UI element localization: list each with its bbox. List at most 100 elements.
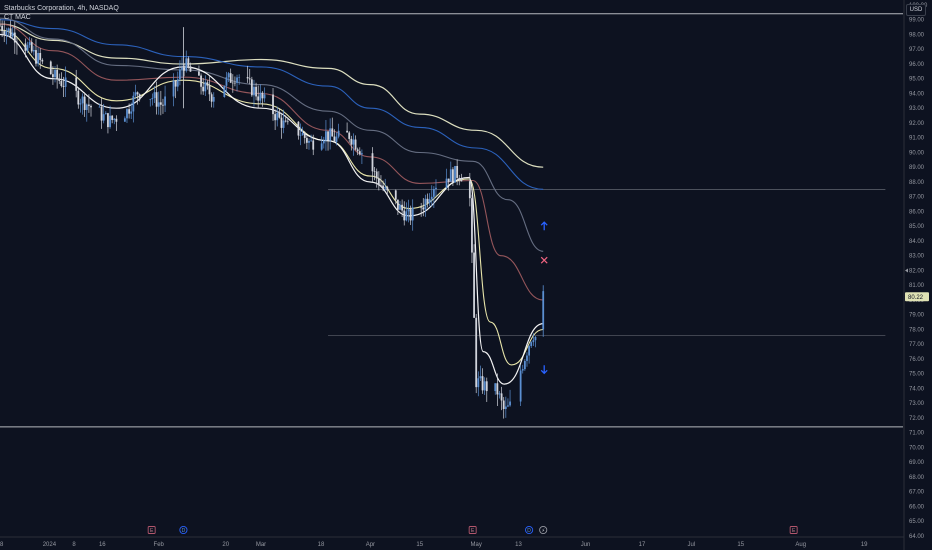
candle-body bbox=[77, 90, 80, 105]
candle-body bbox=[322, 140, 325, 144]
candle-body bbox=[39, 53, 42, 60]
candle-body bbox=[204, 82, 207, 92]
candle-body bbox=[172, 80, 175, 97]
candle-body bbox=[130, 111, 133, 114]
candle-body bbox=[162, 104, 164, 106]
moving-average-line-fast bbox=[0, 33, 544, 385]
candles-group bbox=[0, 18, 545, 419]
x-tick-label: Feb bbox=[154, 542, 165, 548]
y-tick-label: 72.00 bbox=[909, 416, 925, 422]
currency-button[interactable]: USD bbox=[906, 4, 926, 16]
candle-body bbox=[100, 106, 103, 121]
y-tick-label: 74.00 bbox=[909, 386, 925, 392]
candle-body bbox=[259, 92, 262, 101]
candle-body bbox=[255, 86, 257, 97]
candle-body bbox=[187, 58, 190, 67]
y-tick-label: 86.00 bbox=[909, 209, 925, 215]
candle-body bbox=[460, 179, 463, 182]
candle-body bbox=[407, 209, 410, 212]
candle-body bbox=[394, 190, 397, 200]
candle-body bbox=[458, 177, 461, 180]
y-tick-label: 90.00 bbox=[909, 150, 925, 156]
candle-body bbox=[447, 178, 450, 182]
candle-body bbox=[405, 211, 408, 221]
candle-body bbox=[75, 77, 78, 91]
candle-body bbox=[200, 75, 202, 87]
candle-body bbox=[134, 92, 137, 96]
candle-body bbox=[422, 207, 425, 210]
x-tick-label: 2024 bbox=[43, 542, 57, 548]
chart-legend: Starbucks Corporation, 4h, NASDAQ CT MAC bbox=[4, 4, 119, 22]
candle-body bbox=[477, 378, 480, 388]
candle-body bbox=[85, 104, 88, 111]
candle-body bbox=[399, 204, 401, 210]
candle-body bbox=[64, 77, 67, 87]
candle-body bbox=[532, 340, 535, 343]
candle-body bbox=[479, 376, 482, 379]
earnings-event-icon bbox=[789, 526, 798, 534]
candle-body bbox=[530, 342, 533, 347]
x-tick-label: Jun bbox=[581, 542, 591, 548]
y-tick-label: 91.00 bbox=[909, 136, 925, 142]
candle-body bbox=[261, 92, 264, 99]
candle-body bbox=[56, 69, 59, 79]
candle-body bbox=[475, 317, 478, 388]
symbol-title[interactable]: Starbucks Corporation, 4h, NASDAQ bbox=[4, 5, 119, 12]
candle-body bbox=[16, 42, 18, 44]
candle-body bbox=[225, 77, 228, 86]
candle-body bbox=[248, 78, 251, 80]
candle-body bbox=[198, 71, 200, 76]
candle-body bbox=[312, 140, 315, 150]
y-tick-label: 83.00 bbox=[909, 254, 925, 260]
candle-body bbox=[420, 207, 423, 209]
x-tick-label: 15 bbox=[416, 542, 423, 548]
candle-body bbox=[280, 117, 283, 128]
candle-body bbox=[286, 121, 289, 123]
candle-body bbox=[284, 120, 287, 122]
candle-body bbox=[11, 32, 14, 37]
candle-body bbox=[128, 109, 131, 114]
candle-body bbox=[498, 393, 501, 395]
candle-body bbox=[174, 80, 177, 87]
candle-body bbox=[409, 209, 412, 221]
candle-body bbox=[282, 120, 285, 128]
candle-body bbox=[37, 53, 39, 64]
candle-body bbox=[454, 166, 456, 183]
candle-body bbox=[113, 118, 116, 120]
candle-body bbox=[456, 166, 459, 178]
candle-body bbox=[500, 393, 503, 401]
y-tick-label: 67.00 bbox=[909, 490, 925, 496]
candle-body bbox=[9, 28, 12, 37]
candle-body bbox=[153, 92, 156, 98]
moving-average-line-blue bbox=[0, 19, 544, 190]
candle-body bbox=[327, 131, 329, 141]
x-tick-label: 20 bbox=[222, 542, 229, 548]
candle-body bbox=[30, 42, 33, 52]
y-tick-label: 97.00 bbox=[909, 47, 925, 53]
earnings-event-label: E bbox=[150, 528, 154, 534]
y-tick-label: 89.00 bbox=[909, 165, 925, 171]
x-tick-label: Aug bbox=[795, 542, 806, 548]
candle-body bbox=[496, 383, 499, 395]
candle-body bbox=[24, 43, 27, 51]
candle-body bbox=[138, 94, 141, 100]
candle-body bbox=[234, 82, 236, 84]
y-tick-label: 79.00 bbox=[909, 313, 925, 319]
candle-body bbox=[272, 94, 274, 115]
indicator-title[interactable]: CT MAC bbox=[4, 14, 31, 21]
candle-body bbox=[396, 199, 399, 210]
candle-body bbox=[257, 96, 260, 101]
y-tick-label: 70.00 bbox=[909, 445, 925, 451]
y-tick-label: 94.00 bbox=[909, 91, 925, 97]
split-event-label: ⚡ bbox=[541, 528, 545, 534]
candle-body bbox=[5, 31, 8, 36]
candle-body bbox=[526, 355, 528, 361]
candle-body bbox=[452, 169, 454, 183]
candle-body bbox=[159, 102, 162, 105]
candle-body bbox=[58, 78, 61, 81]
moving-average-line-red bbox=[0, 23, 544, 301]
candle-body bbox=[371, 153, 374, 172]
y-tick-label: 88.00 bbox=[909, 180, 925, 186]
